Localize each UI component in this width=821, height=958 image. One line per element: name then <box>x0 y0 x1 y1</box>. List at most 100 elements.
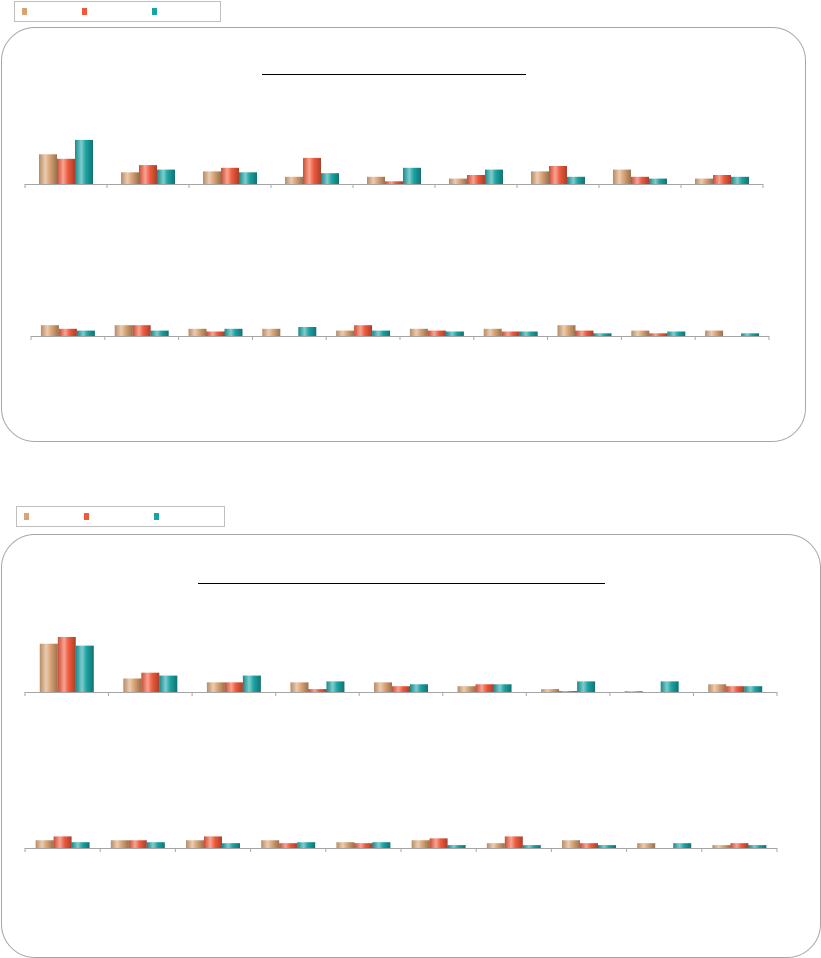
bar-chart1-row2-series1-cat2 <box>114 325 133 336</box>
bar-chart1-row1-series3-cat7 <box>567 176 585 184</box>
bar-chart1-row2-series3-cat10 <box>741 333 760 336</box>
bar-chart1-row2-series3-cat7 <box>519 331 538 336</box>
bar-chart2-row1-series2-cat7 <box>559 691 578 692</box>
bar-chart2-row2-series1-cat7 <box>486 843 505 848</box>
bar-chart2-row2-series1-cat4 <box>261 840 280 848</box>
legend-swatch-c <box>152 8 157 15</box>
bar-chart2-row2-series1-cat1 <box>35 840 54 848</box>
bar-chart2-row2-series2-cat7 <box>504 836 523 848</box>
bar-chart1-row1-series1-cat6 <box>449 178 467 184</box>
bar-chart1-row2-series2-cat2 <box>132 325 151 336</box>
bar-chart1-row1-series2-cat7 <box>549 166 567 184</box>
bar-chart1-row1-series3-cat4 <box>321 173 339 184</box>
bar-chart2-row2-series1-cat10 <box>712 845 731 848</box>
bar-chart1-row1-series2-cat3 <box>221 167 239 184</box>
legend-swatch-b <box>84 513 89 520</box>
bar-chart1-row2-series2-cat1 <box>58 328 77 336</box>
bar-chart2-row2-series2-cat6 <box>429 838 448 848</box>
bar-chart2-row2-series3-cat7 <box>522 845 541 848</box>
bar-chart1-row1-series1-cat1 <box>39 154 57 184</box>
bar-chart1-row1-series1-cat9 <box>695 178 713 184</box>
bar-chart2-row2-series2-cat1 <box>53 836 72 848</box>
bar-chart2-row2-series1-cat5 <box>336 842 355 848</box>
bar-chart2-row2-series3-cat5 <box>372 842 391 848</box>
bar-chart2-row1-series1-cat5 <box>374 682 392 692</box>
bar-chart2-row2-series1-cat3 <box>186 840 204 848</box>
bar-chart2-row2-series3-cat6 <box>447 845 466 848</box>
bar-chart1-row2-series3-cat8 <box>593 333 612 336</box>
bar-chart1-row1-series2-cat2 <box>139 165 157 184</box>
legend-chart-2 <box>16 506 225 527</box>
bar-chart2-row1-series2-cat2 <box>141 672 160 692</box>
bar-chart1-row1-series2-cat8 <box>631 176 649 184</box>
bar-chart2-row1-series1-cat2 <box>123 678 142 692</box>
bar-chart1-row2-series3-cat1 <box>76 330 95 336</box>
bar-chart1-row1-series1-cat5 <box>367 176 385 184</box>
bar-chart2-row2-series3-cat10 <box>748 845 767 848</box>
bar-chart1-row1-series1-cat7 <box>531 171 549 184</box>
bar-chart2-row2-series1-cat6 <box>411 840 430 848</box>
bar-chart2-row2-series3-cat3 <box>222 843 240 848</box>
bar-chart2-row2-series1-cat8 <box>562 840 580 848</box>
bar-chart2-row1-series3-cat7 <box>577 681 596 692</box>
bar-chart2-row2-series3-cat2 <box>146 842 165 848</box>
bar-chart1-row1-series3-cat5 <box>403 167 421 184</box>
bar-chart1-row2-series2-cat8 <box>575 330 594 336</box>
bar-chart2-row1-series2-cat6 <box>475 684 494 692</box>
bar-chart2-row1-series1-cat9 <box>708 684 727 692</box>
bar-chart2-row1-series2-cat4 <box>308 689 327 692</box>
bar-chart2-row2-series2-cat3 <box>204 836 222 848</box>
bar-chart2-row2-series3-cat9 <box>673 843 692 848</box>
bar-chart2-row1-series3-cat8 <box>660 681 679 692</box>
bar-chart2-row1-series3-cat6 <box>493 684 512 692</box>
bar-chart2-row1-series1-cat6 <box>457 686 476 692</box>
bar-chart2-row2-series3-cat4 <box>297 842 316 848</box>
bar-chart1-row2-series2-cat9 <box>649 333 668 336</box>
bar-chart1-row1-series2-cat6 <box>467 175 485 184</box>
bar-chart1-row2-series2-cat3 <box>206 331 225 336</box>
bar-chart2-row1-series2-cat5 <box>392 686 410 692</box>
legend-swatch-a <box>24 513 29 520</box>
bar-chart2-row1-series1-cat7 <box>541 689 560 692</box>
bar-chart1-row2-series2-cat6 <box>427 330 446 336</box>
chart-panel-2 <box>1 534 821 958</box>
bar-chart1-row1-series3-cat3 <box>239 172 257 184</box>
bar-chart1-row1-series3-cat9 <box>731 176 749 184</box>
bar-chart1-row2-series2-cat5 <box>354 325 373 336</box>
bar-chart1-row1-series2-cat1 <box>57 158 75 184</box>
bar-chart2-row1-series1-cat4 <box>290 682 309 692</box>
bar-chart2-row1-series2-cat3 <box>224 682 243 692</box>
legend-chart-1 <box>14 1 221 22</box>
bar-chart2-row2-series2-cat10 <box>730 843 749 848</box>
bar-chart1-row1-series1-cat4 <box>285 176 303 184</box>
bar-chart2-row2-series1-cat2 <box>110 840 129 848</box>
bar-chart2-row2-series1-cat9 <box>637 843 656 848</box>
bar-chart1-row1-series3-cat8 <box>649 178 667 184</box>
bar-chart2-row2-series2-cat2 <box>128 840 147 848</box>
bar-chart2-row1-series1-cat8 <box>624 691 643 692</box>
bar-chart1-row1-series3-cat1 <box>75 139 93 184</box>
bar-chart1-row1-series1-cat2 <box>121 172 139 184</box>
bar-chart1-row2-series3-cat4 <box>298 327 317 336</box>
bar-chart2-row2-series2-cat5 <box>354 843 373 848</box>
bar-chart1-row2-series1-cat5 <box>336 330 355 336</box>
bar-chart1-row1-series2-cat9 <box>713 175 731 184</box>
bar-chart2-row1-series2-cat9 <box>726 686 745 692</box>
legend-swatch-b <box>82 8 87 15</box>
bar-chart1-row2-series3-cat3 <box>224 328 243 336</box>
bar-chart2-row1-series3-cat4 <box>326 681 345 692</box>
bar-chart1-row2-series3-cat2 <box>150 330 169 336</box>
bar-chart2-row1-series3-cat9 <box>744 686 763 692</box>
bar-chart1-row2-series1-cat4 <box>262 328 281 336</box>
chart-panel-1 <box>1 27 806 442</box>
bar-chart1-row1-series2-cat4 <box>303 157 321 184</box>
bar-chart1-row2-series3-cat6 <box>445 331 464 336</box>
bar-chart2-row1-series3-cat1 <box>75 645 94 692</box>
bar-chart2-row2-series2-cat4 <box>279 843 298 848</box>
bar-chart1-row2-series1-cat1 <box>40 325 59 336</box>
bar-chart1-row2-series2-cat7 <box>501 331 520 336</box>
bar-chart1-row2-series1-cat10 <box>705 330 724 336</box>
bar-chart1-row2-series3-cat9 <box>667 331 686 336</box>
bar-chart1-row2-series3-cat5 <box>372 330 391 336</box>
